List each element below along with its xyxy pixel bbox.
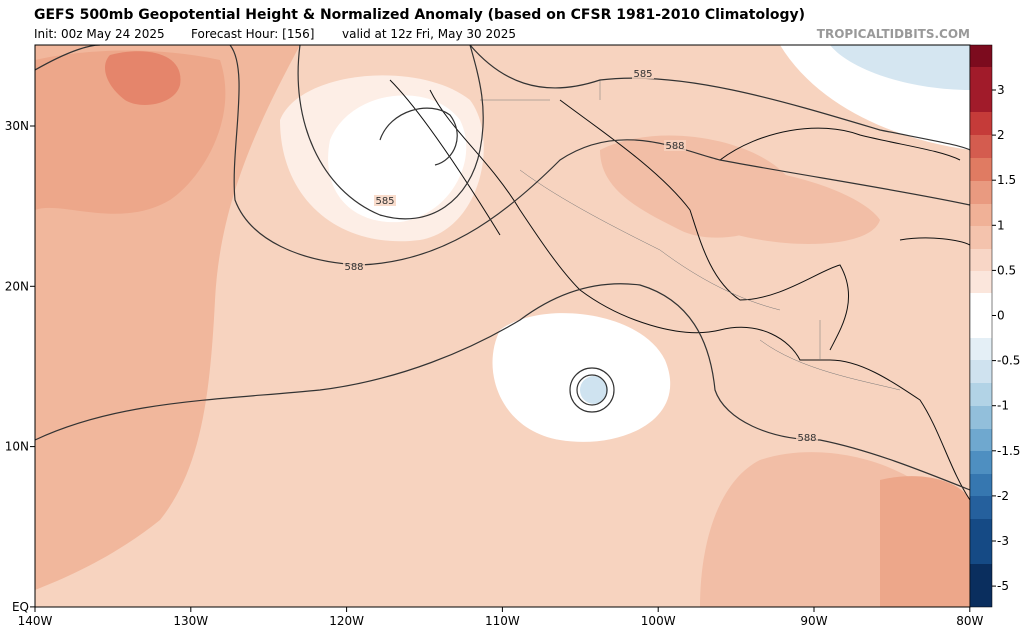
contour-labels: 585 588 585 588 588: [343, 68, 818, 444]
lat-label: 20N: [5, 279, 29, 293]
colorbar-label: -1: [997, 399, 1009, 413]
lat-label: 10N: [5, 440, 29, 454]
lat-label: EQ: [12, 600, 29, 614]
colorbar-label: 1: [997, 218, 1005, 232]
contour-label-bg: [796, 432, 818, 443]
contour-label-bg: [374, 195, 396, 206]
init: Init: 00z May 24 2025: [34, 27, 165, 41]
axes: 140W 130W 120W 110W 100W 90W 80W 30N 20N 10N EQ 3 2 1…: [5, 83, 1021, 628]
contour-label-bg: [343, 261, 365, 272]
colorbar-label: 0: [997, 309, 1005, 323]
colorbar-label: 3: [997, 83, 1005, 97]
watermark: TROPICALTIDBITS.COM: [817, 27, 970, 41]
lon-label: 100W: [641, 614, 676, 628]
lon-label: 140W: [18, 614, 53, 628]
valid: valid at 12z Fri, May 30 2025: [342, 27, 516, 41]
colorbar-label: -5: [997, 579, 1009, 593]
lat-label: 30N: [5, 119, 29, 133]
colorbar-label: 1.5: [997, 173, 1016, 187]
title: GEFS 500mb Geopotential Height & Normali…: [34, 7, 805, 23]
contour-label: 588: [344, 262, 363, 273]
colorbar-label: 2: [997, 128, 1005, 142]
contour-label: 585: [375, 196, 394, 207]
lon-label: 120W: [329, 614, 364, 628]
contour-label-bg: [632, 68, 654, 79]
contour-label: 588: [665, 141, 684, 152]
colorbar: [969, 44, 993, 608]
colorbar-label: 0.5: [997, 263, 1016, 277]
colorbar-label: -2: [997, 489, 1009, 503]
map: 585 588 585 588 588: [35, 45, 970, 607]
lon-label: 80W: [956, 614, 983, 628]
colorbar-label: -1.5: [997, 444, 1020, 458]
contour-label-bg: [664, 140, 686, 151]
forecast-hour: Forecast Hour: [156]: [191, 27, 314, 41]
contour-label: 585: [633, 69, 652, 80]
contour-label: 588: [797, 433, 816, 444]
colorbar-label: -0.5: [997, 354, 1020, 368]
colorbar-label: -3: [997, 534, 1009, 548]
lon-label: 130W: [173, 614, 208, 628]
lon-label: 90W: [800, 614, 827, 628]
lon-label: 110W: [485, 614, 520, 628]
